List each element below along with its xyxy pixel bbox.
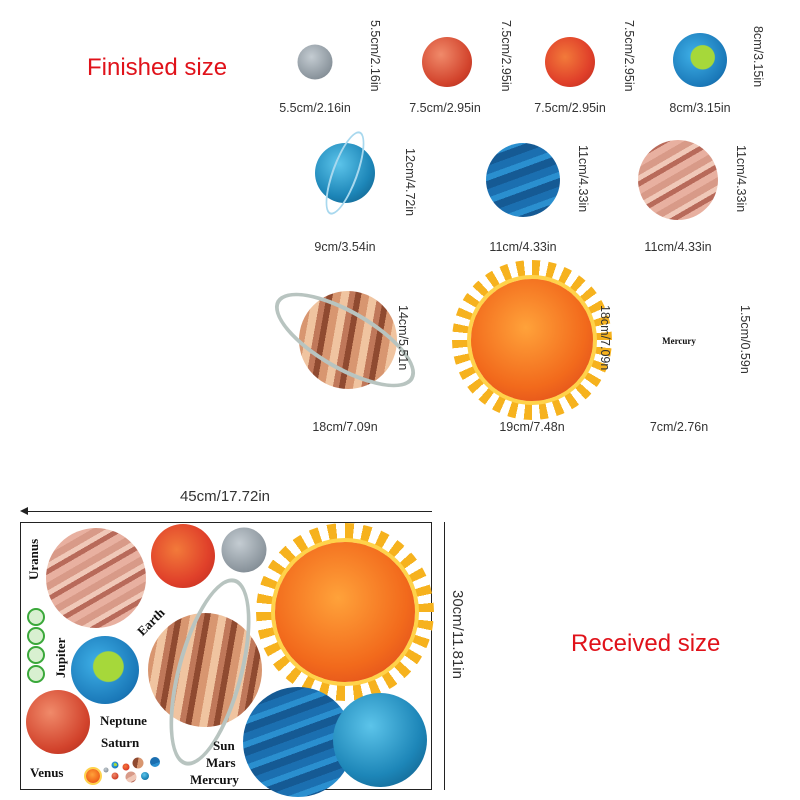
width-label: 7cm/2.76n <box>649 420 709 434</box>
height-label: 11cm/4.33in <box>576 145 590 213</box>
mini-planet <box>141 772 149 780</box>
mini-sun <box>86 769 100 783</box>
sheet-earth <box>71 636 139 704</box>
width-label: 19cm/7.48n <box>499 420 565 434</box>
height-arrow <box>444 522 445 790</box>
earth-sticker <box>673 33 727 87</box>
mini-planet <box>103 767 109 773</box>
width-label: 7.5cm/2.95in <box>409 101 481 115</box>
red-planet-sticker <box>422 37 472 87</box>
label-saturn: Saturn <box>101 735 140 750</box>
label-mercury: Mercury <box>190 772 239 787</box>
finished-size-heading: Finished size <box>87 54 228 81</box>
grey-planet-sticker <box>297 44 333 80</box>
width-label: 18cm/7.09n <box>312 420 378 434</box>
sheet-saturn <box>148 613 262 727</box>
label-venus: Venus <box>30 765 64 780</box>
height-label: 7.5cm/2.95in <box>499 20 513 92</box>
height-label: 14cm/5.51n <box>396 305 410 371</box>
mini-planet <box>132 757 144 769</box>
label-sun: Sun <box>213 738 235 753</box>
width-label: 8cm/3.15in <box>669 101 731 115</box>
mini-planet <box>125 771 137 783</box>
jupiter-sticker <box>638 140 718 220</box>
width-label: 11cm/4.33in <box>489 240 557 254</box>
mercury-text-sticker: Mercury <box>662 336 696 346</box>
uranus-sticker <box>315 143 375 203</box>
width-label: 11cm/4.33in <box>644 240 712 254</box>
height-label: 12cm/4.72in <box>403 148 417 217</box>
width-label: 7.5cm/2.95in <box>534 101 606 115</box>
label-jupiter: Jupiter <box>53 637 68 678</box>
sticker-sheet <box>20 522 432 790</box>
height-label: 18cm/7.09n <box>598 305 612 371</box>
mini-planet <box>150 757 160 767</box>
mini-planet <box>122 763 130 771</box>
sheet-width-label: 45cm/17.72in <box>179 488 271 505</box>
height-label: 7.5cm/2.95in <box>622 20 636 92</box>
height-label: 5.5cm/2.16in <box>368 20 382 92</box>
label-uranus: Uranus <box>26 538 41 580</box>
height-label: 1.5cm/0.59n <box>738 305 752 374</box>
badge-icon <box>27 627 45 645</box>
badge-icon <box>27 608 45 626</box>
saturn-sticker <box>299 291 397 389</box>
height-label: 11cm/4.33in <box>734 145 748 213</box>
width-arrow <box>24 511 432 512</box>
sheet-sun <box>275 542 415 682</box>
badge-icon <box>27 646 45 664</box>
badge-icon <box>27 665 45 683</box>
sheet-grey-planet <box>221 527 267 573</box>
mini-planet <box>111 761 119 769</box>
sheet-red-planet <box>151 524 215 588</box>
neptune-sticker <box>486 143 560 217</box>
width-label: 5.5cm/2.16in <box>279 101 351 115</box>
sun-sticker <box>471 279 593 401</box>
sheet-jupiter <box>46 528 146 628</box>
red-planet-sticker <box>545 37 595 87</box>
sheet-uranus <box>333 693 427 787</box>
label-mars: Mars <box>206 755 236 770</box>
sheet-height-label: 30cm/11.81in <box>449 590 466 679</box>
received-size-heading: Received size <box>571 630 721 657</box>
label-neptune: Neptune <box>100 713 147 728</box>
arrow-head-icon <box>20 507 28 515</box>
sheet-mars <box>26 690 90 754</box>
mini-planet <box>111 772 119 780</box>
height-label: 8cm/3.15in <box>751 26 765 88</box>
width-label: 9cm/3.54in <box>314 240 376 254</box>
